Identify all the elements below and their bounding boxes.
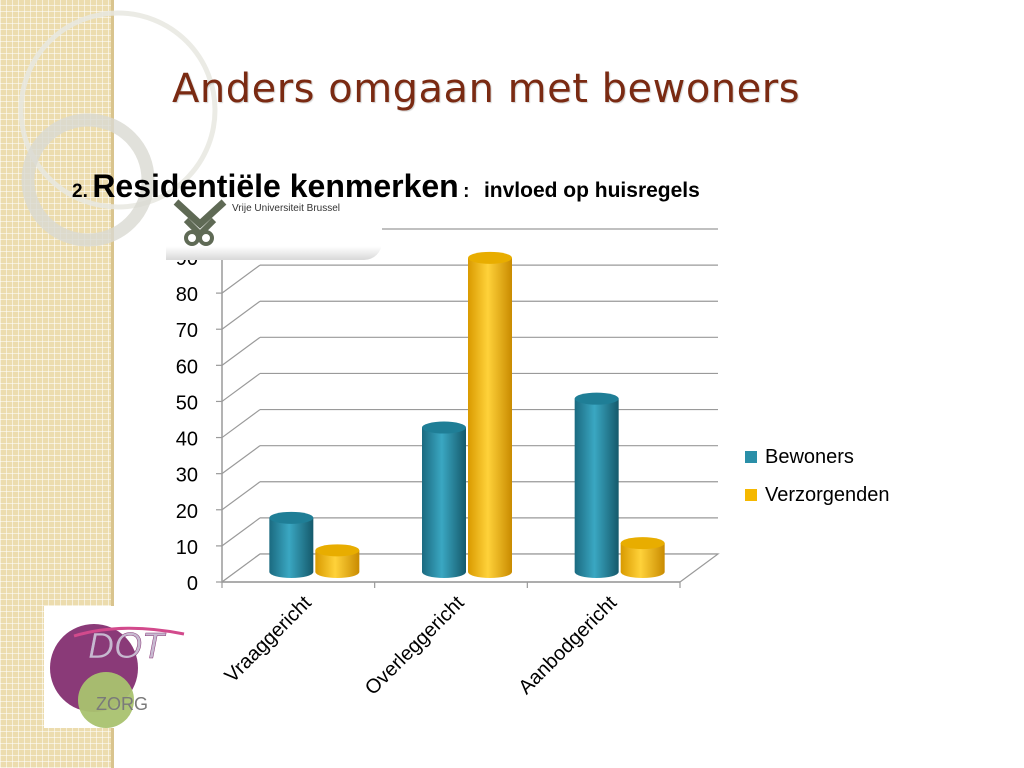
legend-item-bewoners: Bewoners [745,438,890,476]
gridline-side [221,372,261,402]
vub-logo: Vrije Universiteit Brussel [166,198,382,260]
legend-label-verzorgenden: Verzorgenden [765,483,890,506]
gridline-side [221,517,261,547]
dot-zorg-logo: DOT ZORG [44,606,188,728]
y-tick-label: 40 [176,429,198,451]
y-tick-label: 80 [176,284,198,306]
legend-swatch-bewoners [745,451,757,463]
bar-cap [574,392,619,405]
y-tick-label: 0 [187,573,198,595]
vub-emblem-icon [173,199,227,246]
bar-bewoners-aanbodgericht [574,392,619,578]
bar-bewoners-vraaggericht [269,511,314,578]
subtitle-detail: invloed op huisregels [483,179,700,202]
subtitle-number: 2. [72,181,88,202]
y-axis-tick-labels: 0102030405060708090 [176,248,198,595]
bar-body [269,517,314,578]
gridline-side [221,264,261,294]
legend-swatch-verzorgenden [745,489,757,501]
chart-bars [269,251,665,578]
bar-verzorgenden-aanbodgericht [620,537,665,578]
bar-body [574,398,619,578]
subtitle-colon: : [463,181,470,202]
bar-chart: 0102030405060708090 VraaggerichtOverlegg… [176,228,720,700]
gridline-side [221,336,261,366]
bar-cap [269,511,314,524]
vub-logo-text: Vrije Universiteit Brussel [232,203,340,214]
slide-title: Anders omgaan met bewoners [172,66,801,112]
bar-cap [468,251,512,264]
bar-body [315,550,360,578]
bar-cap [315,544,360,557]
gridline-side [221,445,261,475]
x-tick-label: Vraaggericht [221,592,317,688]
y-tick-label: 60 [176,356,198,378]
legend-item-verzorgenden: Verzorgenden [745,476,890,514]
gridline-side [221,481,261,511]
gridline-side [221,300,261,330]
bar-cap [620,537,665,550]
bar-verzorgenden-vraaggericht [315,544,360,578]
gridline-side [221,409,261,439]
dot-zorg-emblem-icon: DOT ZORG [50,624,185,728]
bar-body [422,427,466,578]
bar-body [620,543,665,578]
chart-legend: Bewoners Verzorgenden [745,438,890,514]
bar-verzorgenden-overleggericht [468,251,512,578]
zorg-logo-text: ZORG [96,694,148,714]
y-tick-label: 50 [176,392,198,414]
x-tick-label: Aanbodgericht [514,592,621,699]
decorative-rings [18,10,218,247]
y-tick-label: 70 [176,320,198,342]
y-tick-label: 30 [176,465,198,487]
bar-body [468,257,512,578]
y-tick-label: 20 [176,501,198,523]
x-axis-tick-labels: Vraaggericht Overleggericht Aanbodgericht [221,592,622,700]
dot-logo-text: DOT [88,625,167,666]
y-tick-label: 10 [176,537,198,559]
legend-label-bewoners: Bewoners [765,445,854,468]
bar-bewoners-overleggericht [422,421,466,578]
bar-cap [422,421,466,434]
x-tick-label: Overleggericht [361,592,469,700]
